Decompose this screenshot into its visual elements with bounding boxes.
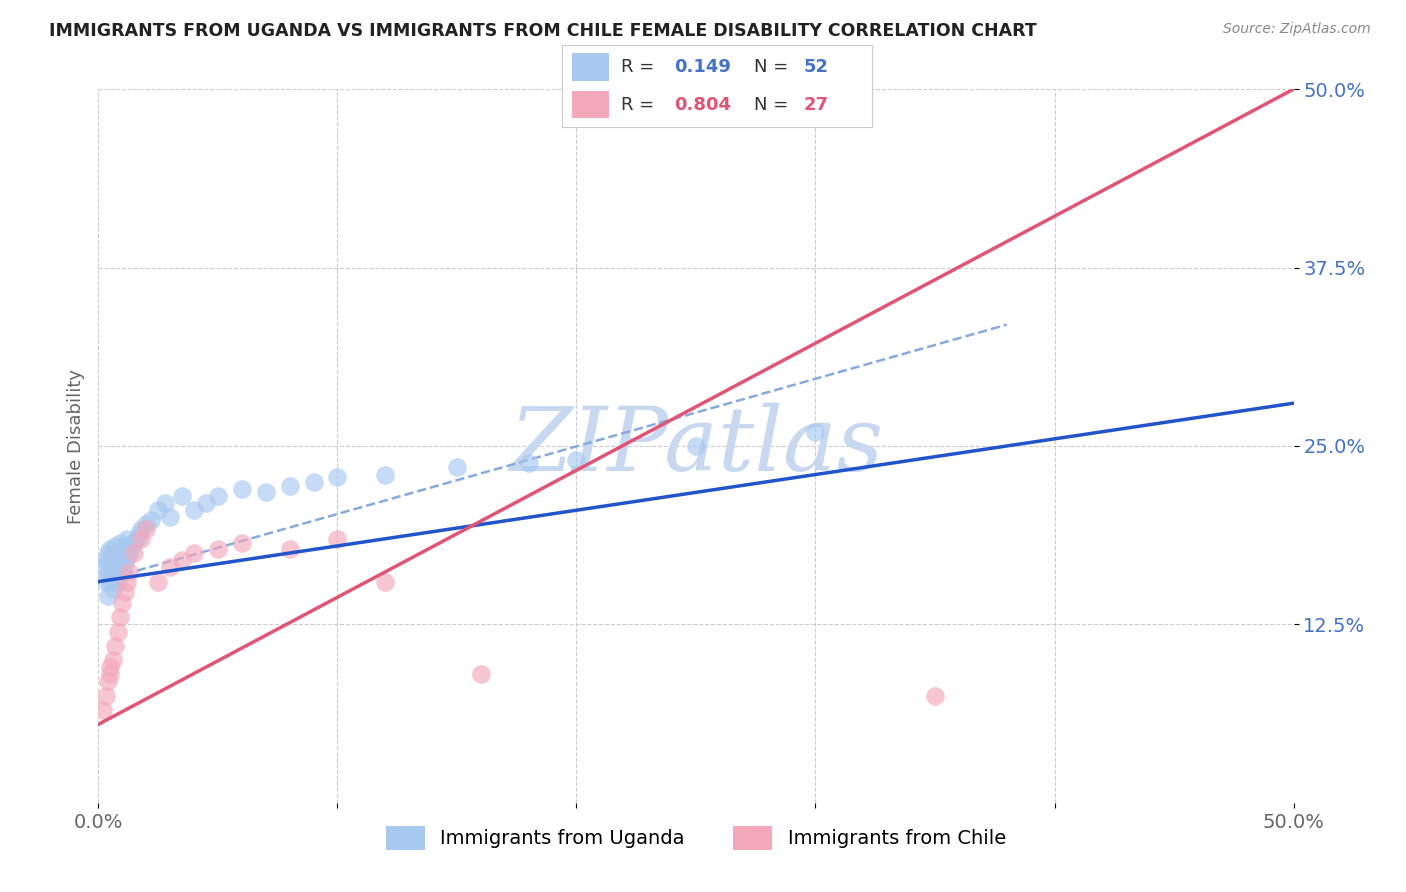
Point [107,553,129,567]
Point [924,689,946,703]
Point [128,527,150,541]
FancyBboxPatch shape [572,91,609,119]
Point [91,703,114,717]
Point [118,565,141,579]
Point [155,496,177,510]
Point [101,653,124,667]
Text: ZIPatlas: ZIPatlas [509,402,883,490]
Point [97,567,120,582]
Point [517,456,540,470]
Point [685,439,707,453]
Point [159,560,181,574]
Text: 0.804: 0.804 [673,95,731,113]
Point [139,513,162,527]
Point [183,503,205,517]
Point [111,560,134,574]
Point [108,550,131,565]
Point [172,553,194,567]
Text: R =: R = [621,58,661,76]
Point [131,532,153,546]
Text: 52: 52 [804,58,828,76]
Point [207,541,229,556]
Point [104,556,127,570]
Point [470,667,492,681]
FancyBboxPatch shape [572,53,609,80]
Point [108,567,131,582]
Point [115,550,138,565]
Text: R =: R = [621,95,661,113]
Point [124,546,146,560]
Point [104,639,127,653]
Point [101,546,124,560]
Point [104,570,127,584]
Point [135,522,157,536]
Point [97,674,120,689]
Text: IMMIGRANTS FROM UGANDA VS IMMIGRANTS FROM CHILE FEMALE DISABILITY CORRELATION CH: IMMIGRANTS FROM UGANDA VS IMMIGRANTS FRO… [49,22,1038,40]
Point [104,539,127,553]
Point [98,667,122,681]
Point [118,546,141,560]
Point [326,470,349,484]
Point [278,541,301,556]
Point [183,546,205,560]
Point [159,510,181,524]
Point [148,503,170,517]
Point [278,479,301,493]
Point [565,453,588,467]
Text: 27: 27 [804,95,828,113]
Point [94,553,117,567]
Point [111,546,134,560]
Point [101,565,124,579]
Y-axis label: Female Disability: Female Disability [66,368,84,524]
Point [231,536,253,550]
Point [98,541,122,556]
Point [91,560,114,574]
Legend: Immigrants from Uganda, Immigrants from Chile: Immigrants from Uganda, Immigrants from … [378,818,1014,857]
Point [115,532,138,546]
Point [124,534,146,549]
Point [94,574,117,589]
Point [114,584,136,599]
Point [135,517,157,532]
Point [111,596,134,610]
Point [125,532,148,546]
Point [97,589,120,603]
Point [101,582,124,596]
Point [172,489,194,503]
Text: N =: N = [754,58,794,76]
Point [131,522,153,536]
Text: 0.149: 0.149 [673,58,731,76]
Point [107,574,129,589]
Point [302,475,325,489]
Point [254,484,277,499]
Point [107,624,129,639]
Point [98,556,122,570]
Point [115,574,138,589]
Point [97,546,120,560]
Point [108,610,131,624]
Point [374,574,396,589]
Point [148,574,170,589]
Point [94,689,117,703]
Point [98,660,122,674]
Point [804,425,827,439]
Text: N =: N = [754,95,794,113]
Point [195,496,218,510]
Point [231,482,253,496]
Point [446,460,468,475]
Point [108,536,131,550]
Point [374,467,396,482]
Point [114,539,136,553]
Point [98,574,122,589]
Point [114,556,136,570]
Text: Source: ZipAtlas.com: Source: ZipAtlas.com [1223,22,1371,37]
Point [121,539,143,553]
Point [207,489,229,503]
Point [326,532,349,546]
